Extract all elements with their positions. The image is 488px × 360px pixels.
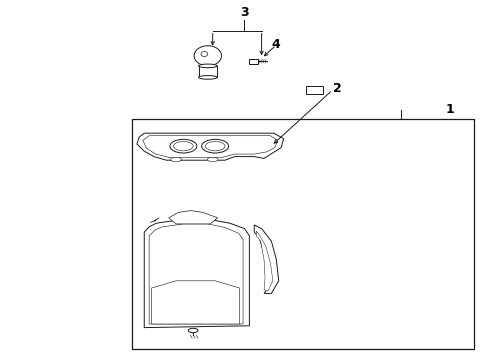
Text: 2: 2 [332, 82, 341, 95]
Ellipse shape [198, 64, 217, 68]
Polygon shape [137, 133, 283, 160]
Ellipse shape [207, 157, 218, 162]
Polygon shape [256, 231, 272, 291]
Ellipse shape [170, 157, 181, 162]
Ellipse shape [170, 139, 196, 153]
Ellipse shape [173, 141, 193, 151]
Polygon shape [254, 225, 278, 293]
Polygon shape [168, 211, 217, 224]
Circle shape [201, 51, 207, 57]
Ellipse shape [188, 328, 198, 333]
Bar [305, 86, 322, 94]
Bar [249, 59, 258, 64]
Text: 1: 1 [445, 103, 453, 116]
Ellipse shape [198, 76, 217, 79]
Polygon shape [142, 136, 277, 157]
Polygon shape [151, 281, 239, 324]
Circle shape [194, 46, 221, 66]
Ellipse shape [205, 141, 224, 151]
Polygon shape [149, 224, 243, 324]
Bar [132, 119, 473, 349]
Text: 4: 4 [271, 39, 280, 51]
Ellipse shape [201, 139, 228, 153]
Text: 3: 3 [240, 6, 248, 19]
Polygon shape [144, 220, 249, 328]
